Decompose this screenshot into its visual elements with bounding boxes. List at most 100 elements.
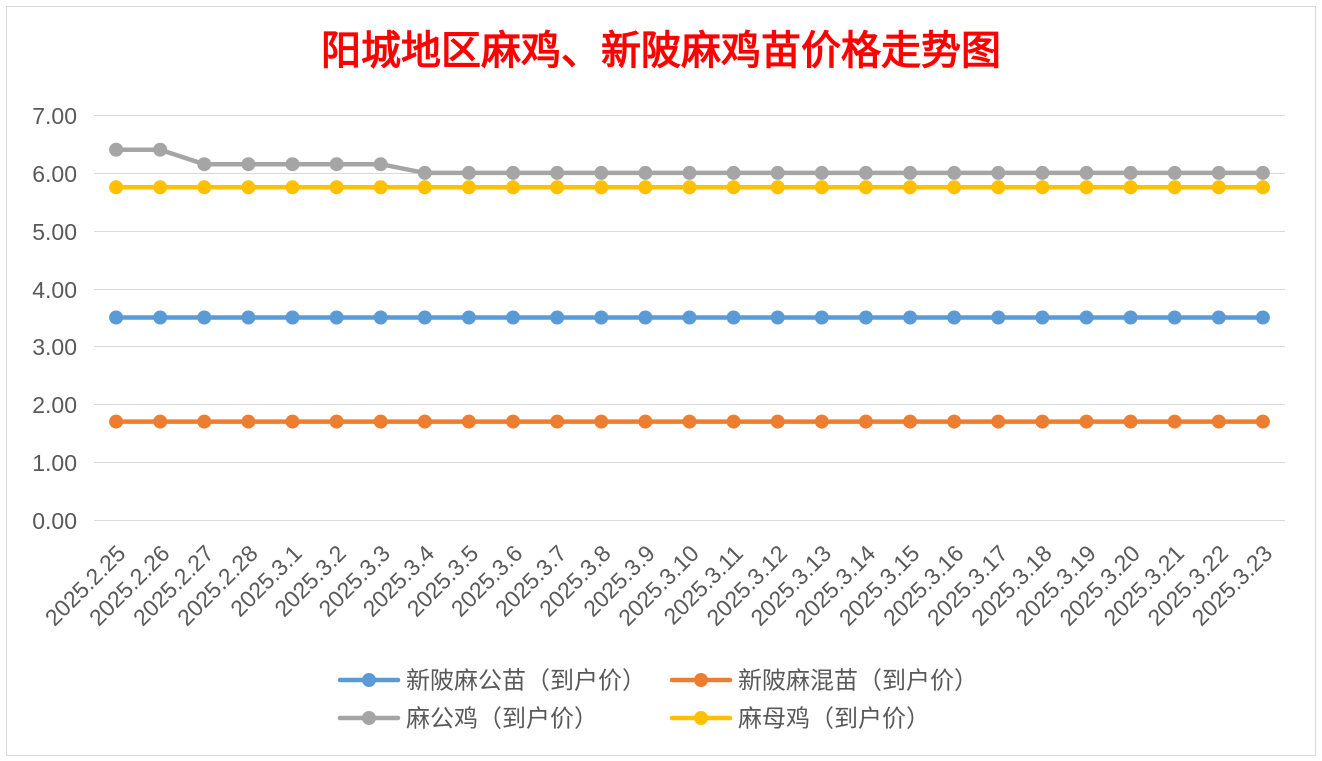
data-point-marker	[329, 157, 344, 172]
data-point-marker	[638, 180, 653, 195]
data-point-marker	[858, 180, 873, 195]
data-point-marker	[770, 165, 785, 180]
data-point-marker	[550, 180, 565, 195]
data-point-marker	[858, 414, 873, 429]
data-point-marker	[373, 414, 388, 429]
data-point-marker	[594, 165, 609, 180]
data-point-marker	[550, 165, 565, 180]
legend-item: 麻公鸡（到户价）	[337, 704, 598, 732]
data-point-marker	[417, 165, 432, 180]
data-point-marker	[417, 414, 432, 429]
data-point-marker	[1167, 180, 1182, 195]
y-tick-label: 5.00	[32, 219, 77, 245]
data-point-marker	[329, 310, 344, 325]
data-point-marker	[1123, 414, 1138, 429]
data-point-marker	[1211, 414, 1226, 429]
y-tick-label: 3.00	[32, 334, 77, 360]
legend-label: 麻母鸡（到户价）	[738, 704, 930, 732]
legend-marker	[694, 673, 708, 687]
data-point-marker	[461, 180, 476, 195]
legend-marker	[694, 711, 708, 725]
legend-marker	[362, 711, 376, 725]
data-point-marker	[770, 414, 785, 429]
data-point-marker	[550, 310, 565, 325]
data-point-marker	[594, 180, 609, 195]
data-point-marker	[329, 180, 344, 195]
data-point-marker	[241, 310, 256, 325]
data-point-marker	[1211, 180, 1226, 195]
data-point-marker	[153, 142, 168, 157]
y-tick-label: 2.00	[32, 392, 77, 418]
data-point-marker	[197, 157, 212, 172]
data-point-marker	[1079, 180, 1094, 195]
series-group	[109, 414, 1270, 429]
data-point-marker	[153, 310, 168, 325]
data-point-marker	[1035, 414, 1050, 429]
data-point-marker	[285, 180, 300, 195]
data-point-marker	[241, 157, 256, 172]
data-point-marker	[197, 414, 212, 429]
y-tick-label: 7.00	[32, 103, 77, 129]
legend-item: 新陂麻公苗（到户价）	[337, 666, 646, 694]
data-point-marker	[1255, 310, 1270, 325]
legend-label: 新陂麻公苗（到户价）	[406, 666, 646, 694]
data-point-marker	[285, 414, 300, 429]
series-group	[109, 180, 1270, 195]
data-point-marker	[858, 165, 873, 180]
chart-title: 阳城地区麻鸡、新陂麻鸡苗价格走势图	[321, 27, 1001, 74]
data-point-marker	[109, 310, 124, 325]
chart-border	[6, 6, 1316, 756]
data-point-marker	[1211, 310, 1226, 325]
data-point-marker	[638, 414, 653, 429]
data-point-marker	[991, 180, 1006, 195]
data-point-marker	[109, 180, 124, 195]
data-point-marker	[1123, 165, 1138, 180]
data-point-marker	[109, 414, 124, 429]
data-point-marker	[682, 310, 697, 325]
data-point-marker	[506, 414, 521, 429]
legend-label: 新陂麻混苗（到户价）	[738, 666, 978, 694]
data-point-marker	[1167, 165, 1182, 180]
data-point-marker	[461, 165, 476, 180]
data-point-marker	[417, 310, 432, 325]
data-point-marker	[1035, 310, 1050, 325]
data-point-marker	[991, 414, 1006, 429]
data-point-marker	[991, 165, 1006, 180]
y-tick-label: 1.00	[32, 450, 77, 476]
data-point-marker	[373, 310, 388, 325]
data-point-marker	[1255, 414, 1270, 429]
data-point-marker	[153, 180, 168, 195]
data-point-marker	[1035, 165, 1050, 180]
data-point-marker	[1167, 310, 1182, 325]
data-point-marker	[814, 414, 829, 429]
data-point-marker	[241, 414, 256, 429]
data-point-marker	[1079, 165, 1094, 180]
y-tick-label: 4.00	[32, 277, 77, 303]
data-point-marker	[947, 310, 962, 325]
data-point-marker	[947, 165, 962, 180]
data-point-marker	[991, 310, 1006, 325]
legend: 新陂麻公苗（到户价） 新陂麻混苗（到户价） 麻公鸡（到户价） 麻母鸡（到户价）	[337, 666, 978, 732]
series-group	[109, 142, 1270, 180]
data-point-marker	[1079, 310, 1094, 325]
legend-label: 麻公鸡（到户价）	[406, 704, 598, 732]
data-point-marker	[770, 310, 785, 325]
data-point-marker	[1035, 180, 1050, 195]
y-tick-label: 6.00	[32, 161, 77, 187]
data-point-marker	[814, 165, 829, 180]
data-point-marker	[947, 414, 962, 429]
data-point-marker	[903, 414, 918, 429]
data-point-marker	[550, 414, 565, 429]
data-point-marker	[461, 310, 476, 325]
data-point-marker	[726, 165, 741, 180]
data-point-marker	[947, 180, 962, 195]
plot-series	[109, 142, 1270, 429]
data-point-marker	[594, 310, 609, 325]
data-point-marker	[241, 180, 256, 195]
data-point-marker	[814, 310, 829, 325]
data-point-marker	[1123, 180, 1138, 195]
y-axis-labels: 0.00 1.00 2.00 3.00 4.00 5.00 6.00 7.00	[32, 103, 77, 534]
data-point-marker	[461, 414, 476, 429]
data-point-marker	[506, 165, 521, 180]
data-point-marker	[1123, 310, 1138, 325]
